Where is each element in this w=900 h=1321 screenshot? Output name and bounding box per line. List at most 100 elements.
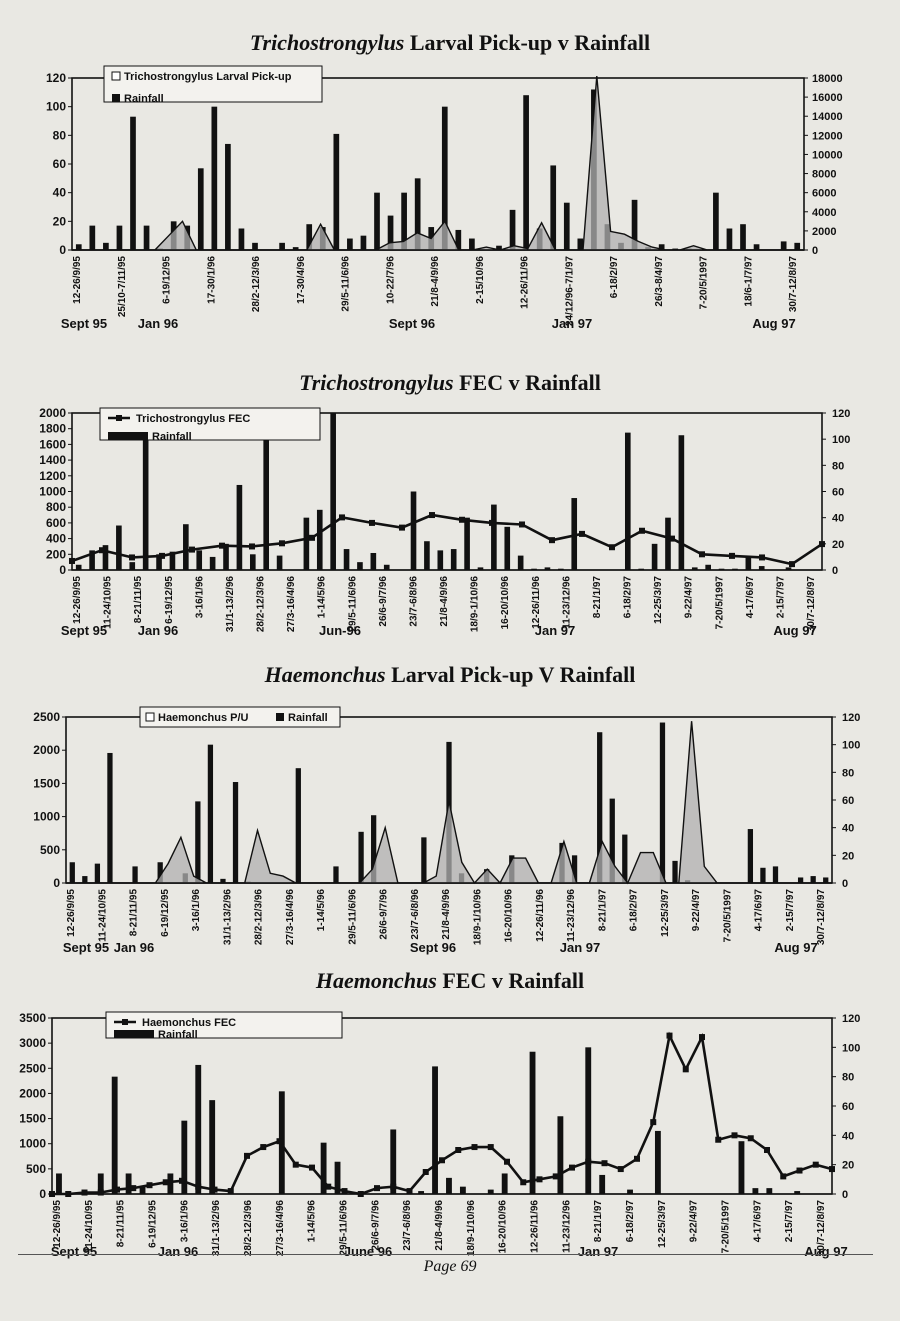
fec-marker — [536, 1176, 543, 1183]
y-right-tick-label: 20 — [832, 539, 844, 551]
y-right-tick-label: 60 — [842, 1101, 854, 1113]
fec-marker — [504, 1158, 510, 1165]
fec-marker — [487, 1144, 494, 1151]
rainfall-bar — [504, 526, 511, 570]
rainfall-bar — [157, 862, 163, 883]
fec-marker — [159, 552, 165, 559]
rainfall-bar — [772, 866, 779, 883]
legend-marker-symbol — [116, 415, 122, 421]
x-tick-label: 18/9-1/10/96 — [470, 576, 481, 633]
y-left-tick-label: 20 — [53, 214, 67, 228]
rainfall-bar — [529, 1051, 536, 1194]
legend-label: Haemonchus FEC — [142, 1017, 236, 1029]
y-right-tick-label: 0 — [842, 1189, 848, 1201]
y-right-tick-label: 20 — [842, 850, 854, 862]
x-tick-label: 4-17/6/97 — [754, 889, 765, 932]
x-tick-label: 8-21/11/95 — [129, 889, 140, 937]
y-right-tick-label: 120 — [832, 408, 850, 420]
fec-marker — [162, 1179, 169, 1186]
fec-marker — [489, 519, 495, 526]
rainfall-bar — [469, 238, 475, 250]
x-tick-label: 26/6-9/7/96 — [378, 576, 389, 627]
rainfall-bar — [232, 782, 239, 883]
fec-marker — [789, 561, 795, 568]
x-tick-label: 8-21/11/95 — [133, 576, 144, 624]
rainfall-bar — [665, 517, 671, 570]
y-left-tick-label: 0 — [59, 563, 66, 577]
x-tick-label: 6-19/12/95 — [148, 1200, 159, 1248]
x-tick-label: 17-30/4/96 — [296, 256, 307, 304]
x-tick-label: 11-23/12/96 — [566, 889, 577, 942]
chart-haemonchus-larval-pickup: 0 500 1000 1500 2000 2500 0 20 40 60 80 100 120 Haemo… — [33, 706, 860, 955]
y-right-tick-label: 18000 — [812, 73, 843, 85]
y-right-tick-label: 8000 — [812, 169, 836, 181]
x-tick-label: 18/9-1/10/96 — [472, 889, 483, 946]
chart-title-1: Trichostrongylus Larval Pick-up v Rainfa… — [249, 30, 651, 55]
rainfall-bar — [517, 555, 524, 570]
rainfall-bar — [89, 550, 95, 570]
rainfall-bar — [103, 242, 109, 250]
rainfall-bar — [225, 143, 231, 250]
rainfall-bar — [169, 551, 176, 570]
fec-marker — [422, 1169, 429, 1175]
rainfall-bar — [597, 732, 603, 883]
rainfall-bar — [794, 242, 801, 250]
rainfall-bar — [740, 224, 746, 250]
fec-marker — [780, 1173, 787, 1180]
fec-marker — [519, 521, 525, 528]
rainfall-bar — [236, 484, 243, 570]
rainfall-bar — [450, 549, 457, 570]
y-left-tick-label: 3000 — [19, 1036, 46, 1050]
x-tick-label: 3-16/1/96 — [191, 889, 202, 932]
rainfall-bar — [357, 562, 363, 570]
fec-marker — [715, 1136, 722, 1143]
rainfall-bar — [125, 1173, 132, 1194]
rainfall-bar — [209, 1100, 216, 1194]
x-tick-label: 6-18/2/97 — [623, 576, 634, 619]
period-label: Sept 96 — [410, 940, 456, 955]
rainfall-bar — [732, 568, 738, 570]
period-label: Jan 96 — [138, 623, 178, 638]
rainfall-bar — [523, 95, 529, 250]
fec-marker — [682, 1066, 689, 1073]
y-right-tick-label: 20 — [842, 1160, 854, 1172]
fec-marker — [579, 530, 585, 537]
x-tick-label: 11-23/12/96 — [561, 1200, 572, 1253]
legend-bar-symbol — [108, 432, 148, 440]
x-tick-label: 23/7-6/8/96 — [410, 889, 421, 940]
legend: Trichostrongylus Larval Pick-up Rainfall — [103, 65, 323, 105]
rainfall-bar — [624, 432, 631, 570]
x-tick-label: 21/8-4/9/96 — [441, 889, 452, 940]
rainfall-bar — [401, 192, 407, 250]
rainfall-bar — [330, 413, 336, 570]
x-tick-label: 23/7-6/8/96 — [402, 1200, 413, 1251]
rainfall-bar — [678, 435, 685, 570]
period-label: Jan 97 — [535, 623, 575, 638]
y-right-tick-label: 80 — [832, 460, 844, 472]
x-tick-label: 28/2-12/3/96 — [243, 1200, 254, 1257]
rainfall-bar — [249, 554, 256, 570]
fec-marker — [429, 512, 435, 519]
legend-area-symbol — [111, 71, 121, 81]
x-tick-label: 26/6-9/7/96 — [370, 1200, 381, 1251]
legend-label: Rainfall — [152, 431, 192, 443]
y-left-tick-label: 1200 — [39, 469, 66, 483]
rainfall-bar — [343, 549, 350, 570]
x-tick-label: 4-17/6/97 — [752, 1200, 763, 1243]
x-tick-label: 12-26/9/95 — [52, 1200, 63, 1248]
fec-marker — [699, 1034, 705, 1041]
rainfall-bar — [196, 550, 203, 570]
rainfall-bar — [464, 517, 470, 570]
plot-area: 0 20 40 60 80 100 120 0 2000 4000 6000 8000 10000 120… — [46, 65, 843, 331]
y-right-tick-label: 80 — [842, 767, 854, 779]
legend: Haemonchus P/U Rainfall — [139, 706, 341, 728]
rainfall-bar — [263, 436, 270, 570]
x-tick-label: 2-15/10/96 — [475, 256, 486, 304]
fec-marker — [812, 1161, 819, 1168]
rainfall-bar — [374, 192, 380, 250]
period-label: Aug 97 — [804, 1244, 847, 1259]
rainfall-bar — [183, 524, 189, 570]
rainfall-bar — [142, 439, 149, 570]
y-right-tick-label: 2000 — [812, 226, 836, 238]
x-tick-label: 16-20/10/96 — [500, 576, 511, 630]
